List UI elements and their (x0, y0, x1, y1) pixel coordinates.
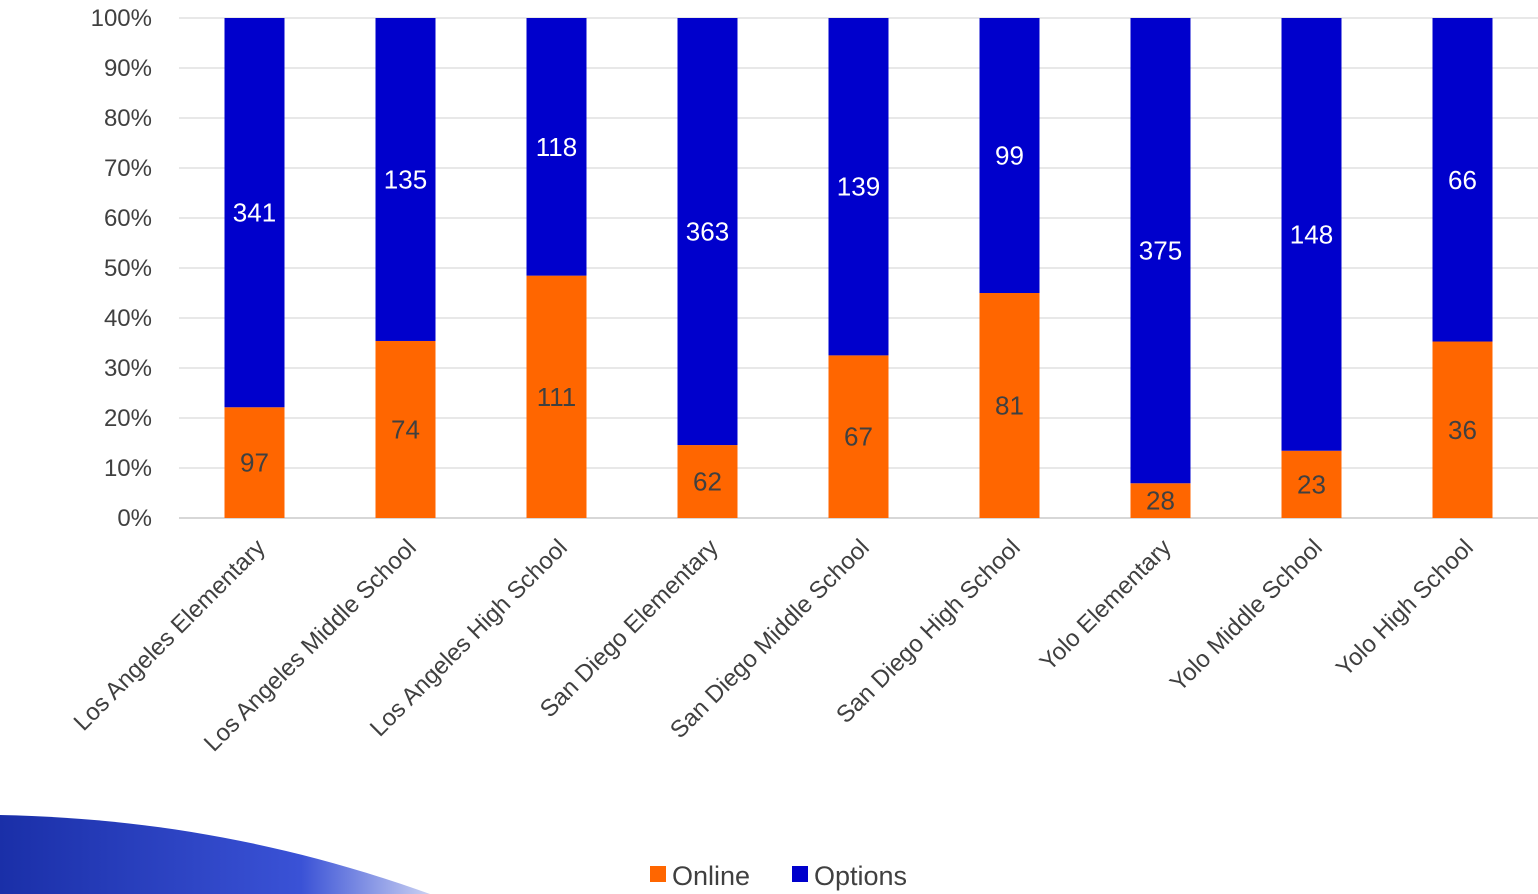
data-label-online-los-angeles-elementary: 97 (240, 448, 269, 478)
bar-options-san-diego-elementary (677, 18, 738, 446)
data-label-options-san-diego-middle-school: 139 (837, 172, 880, 202)
bar-online-san-diego-middle-school (828, 355, 889, 518)
legend-swatch-options (792, 866, 808, 882)
y-tick-label: 40% (104, 305, 152, 332)
bar-options-yolo-high-school (1432, 18, 1493, 342)
y-tick-label: 30% (104, 355, 152, 382)
category-label-yolo-high-school: Yolo High School (1331, 534, 1479, 682)
data-label-online-yolo-elementary: 28 (1146, 486, 1175, 516)
bar-options-yolo-middle-school (1281, 18, 1342, 451)
y-axis-ticks: 0% 10% 20% 30% 40% 50% 60% 70% 80% 90% 100% (91, 5, 152, 532)
legend-label-options: Options (814, 861, 907, 891)
bars (224, 18, 1493, 518)
data-label-online-los-angeles-high-school: 111 (537, 382, 577, 412)
y-tick-label: 70% (104, 155, 152, 182)
data-label-options-san-diego-elementary: 363 (686, 217, 729, 247)
data-label-options-yolo-high-school: 66 (1448, 165, 1477, 195)
bar-online-yolo-middle-school (1281, 450, 1342, 518)
data-label-online-san-diego-elementary: 62 (693, 467, 722, 497)
data-label-online-los-angeles-middle-school: 74 (391, 414, 420, 444)
y-tick-label: 90% (104, 55, 152, 82)
legend: Online Options (650, 861, 907, 891)
data-label-online-san-diego-high-school: 81 (995, 391, 1024, 421)
y-tick-label: 0% (117, 505, 152, 532)
legend-swatch-online (650, 866, 666, 882)
data-labels: 97 341 74 135 111 118 62 363 67 139 81 99 28 375 23 148… (233, 132, 1477, 516)
bar-online-san-diego-elementary (677, 445, 738, 518)
legend-label-online: Online (672, 861, 750, 891)
data-label-options-los-angeles-middle-school: 135 (384, 164, 427, 194)
data-label-options-los-angeles-high-school: 118 (536, 132, 577, 162)
bar-online-los-angeles-elementary (224, 407, 285, 518)
category-label-yolo-middle-school: Yolo Middle School (1165, 534, 1328, 697)
y-tick-label: 10% (104, 455, 152, 482)
data-label-online-yolo-middle-school: 23 (1297, 469, 1326, 499)
bar-options-san-diego-high-school (979, 18, 1040, 293)
bar-options-yolo-elementary (1130, 18, 1191, 484)
data-label-options-los-angeles-elementary: 341 (233, 198, 276, 228)
y-tick-label: 80% (104, 105, 152, 132)
bar-online-los-angeles-middle-school (375, 340, 436, 518)
data-label-online-san-diego-middle-school: 67 (844, 422, 873, 452)
data-label-options-yolo-middle-school: 148 (1290, 219, 1333, 249)
bar-options-los-angeles-high-school (526, 18, 587, 276)
y-tick-label: 20% (104, 405, 152, 432)
bar-online-yolo-high-school (1432, 341, 1493, 518)
category-label-yolo-elementary: Yolo Elementary (1035, 534, 1177, 676)
y-tick-label: 60% (104, 205, 152, 232)
bar-online-san-diego-high-school (979, 293, 1040, 518)
data-label-options-yolo-elementary: 375 (1139, 236, 1182, 266)
bar-options-los-angeles-elementary (224, 18, 285, 408)
bar-online-yolo-elementary (1130, 483, 1191, 518)
bar-online-los-angeles-high-school (526, 275, 587, 518)
y-tick-label: 50% (104, 255, 152, 282)
data-label-options-san-diego-high-school: 99 (995, 141, 1024, 171)
y-tick-label: 100% (91, 5, 152, 32)
decorative-swoosh (0, 815, 430, 894)
bar-options-los-angeles-middle-school (375, 18, 436, 341)
data-label-online-yolo-high-school: 36 (1448, 415, 1477, 445)
bar-options-san-diego-middle-school (828, 18, 889, 356)
